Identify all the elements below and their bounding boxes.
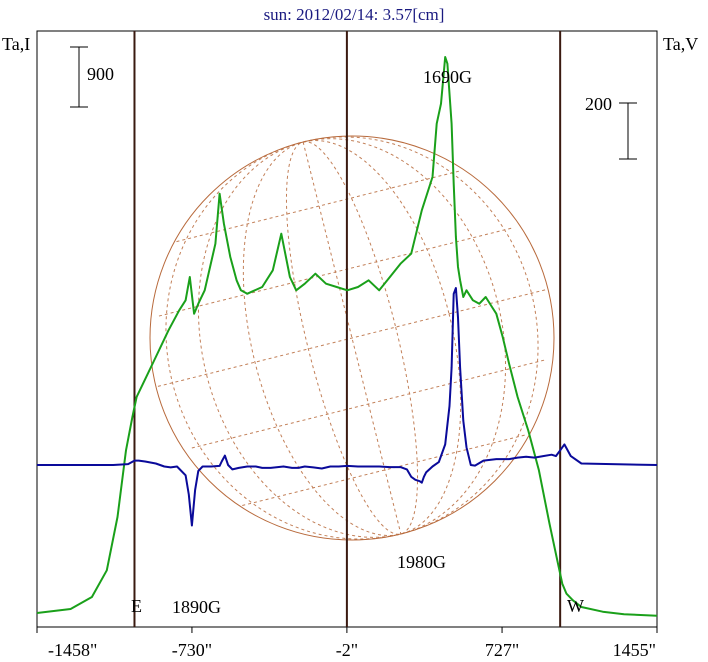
west-limb-label: W bbox=[567, 596, 584, 616]
x-axis-ticks: -1458" -730" -2" 727" 1455" bbox=[36, 627, 658, 660]
x-tick-label-4: 1455" bbox=[613, 640, 656, 660]
east-limb-label: E bbox=[131, 596, 142, 616]
right-axis-label: Ta,V bbox=[663, 34, 698, 54]
scale-bar-left: 900 bbox=[70, 46, 114, 108]
series-layer bbox=[36, 56, 658, 617]
x-tick-label-1: -730" bbox=[172, 640, 212, 660]
x-tick-label-0: -1458" bbox=[48, 640, 97, 660]
scale-bar-label-right: 200 bbox=[585, 94, 612, 114]
series-line-ta-v bbox=[37, 287, 658, 527]
scale-bar-right: 200 bbox=[585, 94, 637, 160]
series-line-ta-i bbox=[36, 56, 658, 617]
scale-bar-label-left: 900 bbox=[87, 64, 114, 84]
x-tick-label-2: -2" bbox=[336, 640, 358, 660]
annotation-1890g: 1890G bbox=[172, 597, 221, 617]
x-tick-label-3: 727" bbox=[485, 640, 519, 660]
scale-bars: 900 200 bbox=[70, 46, 637, 160]
annotation-1980g: 1980G bbox=[397, 552, 446, 572]
solar-disk bbox=[149, 135, 555, 541]
vertical-reference-lines bbox=[133, 31, 562, 627]
chart-title: sun: 2012/02/14: 3.57[cm] bbox=[264, 5, 445, 24]
solar-limb-circle bbox=[149, 135, 555, 541]
annotation-1690g: 1690G bbox=[423, 67, 472, 87]
solar-grid bbox=[157, 136, 547, 540]
left-axis-label: Ta,I bbox=[2, 34, 30, 54]
